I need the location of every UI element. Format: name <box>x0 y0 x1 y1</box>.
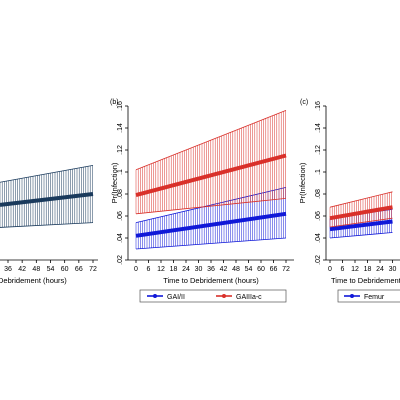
panel-b-plot-area <box>135 110 287 250</box>
ci-lower-bound <box>0 222 94 228</box>
x-tick-label: 66 <box>270 266 278 273</box>
series-line-series-0 <box>0 192 94 207</box>
legend-label-femur: Femur <box>364 294 385 301</box>
panel-b-label: (b) <box>110 99 119 106</box>
panel-b-y-title: Pr(Infection) <box>110 162 119 203</box>
y-tick-label: .02 <box>117 255 124 265</box>
x-tick-label: 36 <box>207 266 215 273</box>
ci-upper-bound <box>0 165 94 183</box>
ci-lower-bound <box>329 217 393 228</box>
x-tick-label: 66 <box>75 266 83 273</box>
panel-c-plot-area <box>329 191 393 239</box>
y-tick-label: .16 <box>117 101 124 111</box>
panel-a-x-ticks: 36 42 48 54 60 66 72 <box>4 260 97 273</box>
y-tick-label: .1 <box>315 169 322 175</box>
series-line-GAI/II <box>135 211 287 238</box>
x-tick-label: 30 <box>195 266 203 273</box>
y-tick-label: .06 <box>315 211 322 221</box>
x-tick-label: 72 <box>89 266 97 273</box>
x-tick-label: 54 <box>47 266 55 273</box>
x-tick-label: 0 <box>328 266 332 273</box>
ci-lower-bound <box>135 198 287 215</box>
x-tick-label: 54 <box>245 266 253 273</box>
panel-c-y-ticks: .02 .04 .06 .08 .1 .12 .14 .16 <box>315 101 326 265</box>
x-tick-label: 18 <box>170 266 178 273</box>
legend-label-gaiii: GAI/II <box>167 294 185 301</box>
panel-b-x-title: Time to Debridement (hours) <box>163 276 259 285</box>
ci-upper-bound <box>329 191 393 208</box>
x-tick-label: 24 <box>376 266 384 273</box>
panel-c-x-ticks: 0 6 12 18 24 30 <box>328 260 396 273</box>
y-tick-label: .08 <box>315 189 322 199</box>
y-tick-label: .14 <box>315 123 322 133</box>
panel-c-x-title: Time to Debridement (hours) <box>331 276 400 285</box>
panel-b-legend: GAI/II GAIIIa-c <box>139 289 287 303</box>
y-tick-label: .12 <box>315 145 322 155</box>
ci-lower-bound <box>135 237 287 250</box>
x-tick-label: 18 <box>364 266 372 273</box>
legend-label-gaiiia-c: GAIIIa-c <box>236 294 262 301</box>
ci-lower-bound <box>329 232 393 239</box>
panel-a-x-title: Debridement (hours) <box>0 276 67 285</box>
panel-b: (b) .02 .04 .06 .08 .1 .12 .14 .16 0 6 12 18 24 30 36… <box>110 99 294 303</box>
y-tick-label: .04 <box>117 233 124 243</box>
panel-c: (c) .02 .04 .06 .08 .1 .12 .14 .16 0 6 12 18 24 30 P… <box>298 99 400 303</box>
y-tick-label: .1 <box>117 169 124 175</box>
legend-marker-femur <box>350 294 354 298</box>
panel-c-legend-box <box>337 289 400 303</box>
x-tick-label: 60 <box>257 266 265 273</box>
series-line-series-0 <box>329 219 393 232</box>
panel-a: 36 42 48 54 60 66 72 Debridement (hours) <box>0 165 98 285</box>
x-tick-label: 48 <box>232 266 240 273</box>
x-tick-label: 24 <box>182 266 190 273</box>
series-line-GAIIIa-c <box>135 153 287 198</box>
panel-c-legend: Femur <box>337 289 400 303</box>
x-tick-label: 60 <box>61 266 69 273</box>
panel-c-label: (c) <box>300 99 308 106</box>
x-tick-label: 0 <box>134 266 138 273</box>
y-tick-label: .02 <box>315 255 322 265</box>
y-tick-label: .08 <box>117 189 124 199</box>
panel-b-legend-box <box>139 289 287 303</box>
x-tick-label: 30 <box>389 266 397 273</box>
y-tick-label: .12 <box>117 145 124 155</box>
panel-a-plot-area <box>0 165 94 228</box>
x-tick-label: 12 <box>157 266 165 273</box>
legend-marker-gaiiia-c <box>222 294 226 298</box>
x-tick-label: 42 <box>18 266 26 273</box>
y-tick-label: .04 <box>315 233 322 243</box>
x-tick-label: 72 <box>282 266 290 273</box>
panel-b-y-ticks: .02 .04 .06 .08 .1 .12 .14 .16 <box>117 101 128 265</box>
legend-marker-gaiii <box>153 294 157 298</box>
panel-b-x-ticks: 0 6 12 18 24 30 36 42 48 54 60 66 72 <box>134 260 290 273</box>
y-tick-label: .16 <box>315 101 322 111</box>
y-tick-label: .06 <box>117 211 124 221</box>
x-tick-label: 6 <box>147 266 151 273</box>
panel-c-y-title: Pr(Infection) <box>298 162 307 203</box>
x-tick-label: 42 <box>220 266 228 273</box>
series-line-series-1 <box>329 205 393 221</box>
x-tick-label: 48 <box>32 266 40 273</box>
x-tick-label: 36 <box>4 266 12 273</box>
y-tick-label: .14 <box>117 123 124 133</box>
x-tick-label: 12 <box>351 266 359 273</box>
ci-upper-bound <box>135 110 287 171</box>
x-tick-label: 6 <box>341 266 345 273</box>
